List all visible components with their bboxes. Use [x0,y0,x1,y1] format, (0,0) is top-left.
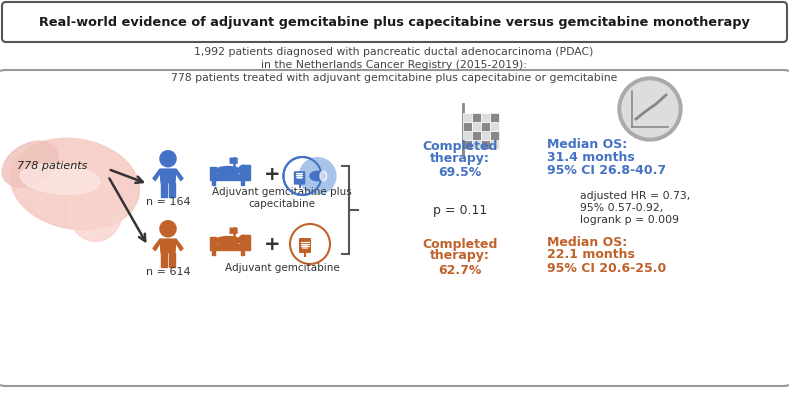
Polygon shape [210,167,215,174]
Text: 95% CI 20.6-25.0: 95% CI 20.6-25.0 [547,262,666,275]
Polygon shape [169,253,175,267]
Text: p = 0.11: p = 0.11 [433,203,487,216]
Polygon shape [161,183,166,197]
FancyBboxPatch shape [302,244,308,249]
Circle shape [239,165,248,174]
FancyBboxPatch shape [472,122,481,131]
FancyBboxPatch shape [472,113,481,122]
FancyBboxPatch shape [230,227,237,234]
FancyBboxPatch shape [490,122,499,131]
Polygon shape [212,180,215,185]
Polygon shape [241,250,244,255]
Circle shape [239,235,248,244]
Text: n = 614: n = 614 [146,267,190,277]
FancyBboxPatch shape [481,140,490,149]
Text: therapy:: therapy: [430,249,490,262]
FancyBboxPatch shape [463,113,472,122]
Polygon shape [210,174,250,180]
Text: Adjuvant gemcitabine plus
capecitabine: Adjuvant gemcitabine plus capecitabine [212,187,352,209]
Circle shape [290,224,330,264]
Ellipse shape [21,164,100,194]
Polygon shape [153,239,161,251]
FancyBboxPatch shape [463,131,472,140]
FancyBboxPatch shape [297,174,302,179]
Polygon shape [175,239,183,251]
FancyBboxPatch shape [463,122,472,131]
Polygon shape [241,180,244,185]
Polygon shape [161,253,166,267]
FancyBboxPatch shape [0,70,789,386]
Polygon shape [169,183,175,197]
Ellipse shape [215,236,241,245]
Text: 69.5%: 69.5% [439,165,481,178]
Polygon shape [212,250,215,255]
Ellipse shape [67,177,122,242]
Ellipse shape [2,141,58,187]
Text: 95% 0.57-0.92,: 95% 0.57-0.92, [580,203,664,213]
Ellipse shape [215,167,241,175]
FancyBboxPatch shape [472,140,481,149]
Text: therapy:: therapy: [430,152,490,165]
Text: Completed: Completed [422,139,498,152]
FancyBboxPatch shape [490,140,499,149]
FancyBboxPatch shape [490,131,499,140]
Polygon shape [175,169,183,180]
FancyBboxPatch shape [230,158,237,164]
Circle shape [160,151,176,167]
Polygon shape [160,239,176,253]
FancyBboxPatch shape [299,238,311,253]
Text: 95% CI 26.8-40.7: 95% CI 26.8-40.7 [547,164,666,177]
Text: +: + [264,234,280,253]
Circle shape [160,221,176,237]
Circle shape [622,81,678,137]
Text: 22.1 months: 22.1 months [547,249,635,262]
Text: n = 164: n = 164 [146,197,190,207]
Polygon shape [210,244,250,250]
Ellipse shape [320,171,327,181]
Text: 778 patients: 778 patients [17,161,88,171]
Circle shape [283,157,321,195]
FancyBboxPatch shape [2,2,787,42]
Text: Median OS:: Median OS: [547,138,627,151]
FancyBboxPatch shape [472,131,481,140]
Circle shape [298,157,337,195]
Text: adjusted HR = 0.73,: adjusted HR = 0.73, [580,191,690,201]
Polygon shape [245,165,250,174]
Text: 778 patients treated with adjuvant gemcitabine plus capecitabine or gemcitabine: 778 patients treated with adjuvant gemci… [170,73,617,83]
FancyBboxPatch shape [481,113,490,122]
Circle shape [618,77,682,141]
Text: 1,992 patients diagnosed with pancreatic ductal adenocarcinoma (PDAC): 1,992 patients diagnosed with pancreatic… [194,47,593,57]
Text: 31.4 months: 31.4 months [547,151,634,164]
Ellipse shape [10,138,140,230]
Text: Median OS:: Median OS: [547,236,627,249]
FancyBboxPatch shape [463,140,472,149]
Text: +: + [264,165,280,184]
Text: Real-world evidence of adjuvant gemcitabine plus capecitabine versus gemcitabine: Real-world evidence of adjuvant gemcitab… [39,15,750,28]
Text: logrank p = 0.009: logrank p = 0.009 [580,215,679,225]
Text: Completed: Completed [422,238,498,251]
Text: in the Netherlands Cancer Registry (2015-2019):: in the Netherlands Cancer Registry (2015… [261,60,527,70]
Polygon shape [245,235,250,244]
FancyBboxPatch shape [481,122,490,131]
Text: 62.7%: 62.7% [439,264,482,277]
FancyBboxPatch shape [294,171,305,185]
FancyBboxPatch shape [481,131,490,140]
Polygon shape [160,169,176,183]
Polygon shape [153,169,161,180]
Ellipse shape [310,171,325,181]
Polygon shape [210,237,215,244]
FancyBboxPatch shape [490,113,499,122]
Text: Adjuvant gemcitabine: Adjuvant gemcitabine [225,263,339,273]
